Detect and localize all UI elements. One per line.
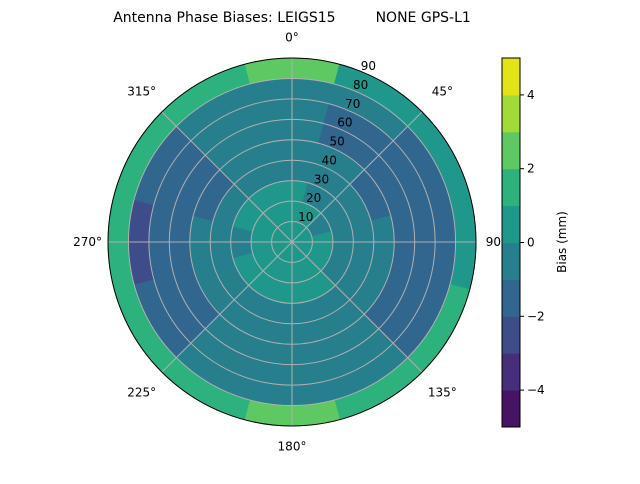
colorbar-segment bbox=[502, 58, 520, 96]
theta-tick-label: 180° bbox=[278, 439, 307, 453]
radial-tick-labels: 10 20 30 40 50 60 70 80 90 bbox=[298, 59, 376, 224]
radial-tick-label: 20 bbox=[306, 191, 321, 205]
angular-gridline bbox=[161, 111, 423, 373]
theta-tick-label: 225° bbox=[127, 385, 156, 399]
radial-tick-label: 90 bbox=[361, 59, 376, 73]
theta-tick-label: 315° bbox=[127, 85, 156, 99]
polar-grid bbox=[108, 58, 476, 426]
colorbar-tick-label: −2 bbox=[527, 309, 545, 323]
chart-title: Antenna Phase Biases: LEIGS15 NONE GPS-L… bbox=[113, 10, 471, 26]
colorbar-segment bbox=[502, 353, 520, 391]
polar-spine bbox=[107, 57, 477, 427]
theta-tick-label: 0° bbox=[285, 31, 299, 45]
colorbar: −4 −2 0 2 4 bbox=[501, 57, 545, 428]
theta-tick-label: 45° bbox=[432, 85, 453, 99]
colorbar-label: Bias (mm) bbox=[555, 211, 569, 273]
colorbar-tick-label: 4 bbox=[527, 88, 535, 102]
radial-tick-label: 80 bbox=[353, 78, 368, 92]
colorbar-segment bbox=[502, 131, 520, 170]
radial-tick-label: 50 bbox=[329, 135, 344, 149]
colorbar-segment bbox=[502, 316, 520, 354]
radial-tick-label: 30 bbox=[314, 172, 329, 186]
colorbar-segment bbox=[502, 242, 520, 280]
radial-tick-label: 70 bbox=[345, 97, 360, 111]
colorbar-segment bbox=[502, 390, 520, 428]
colorbar-segment bbox=[502, 94, 520, 133]
theta-tick-labels: 0°45°90°135°180°225°270°315° bbox=[73, 31, 507, 454]
radial-tick-label: 40 bbox=[322, 153, 337, 167]
colorbar-segment bbox=[502, 279, 520, 317]
colorbar-tick-label: 0 bbox=[527, 236, 535, 250]
colorbar-tick-label: 2 bbox=[527, 162, 535, 176]
radial-tick-label: 10 bbox=[298, 210, 313, 224]
radial-tick-label: 60 bbox=[337, 116, 352, 130]
theta-tick-label: 135° bbox=[428, 385, 457, 399]
colorbar-segment bbox=[502, 168, 520, 207]
colorbar-tick-label: −4 bbox=[527, 383, 545, 397]
colorbar-segment bbox=[502, 205, 520, 243]
theta-tick-label: 270° bbox=[73, 235, 102, 249]
